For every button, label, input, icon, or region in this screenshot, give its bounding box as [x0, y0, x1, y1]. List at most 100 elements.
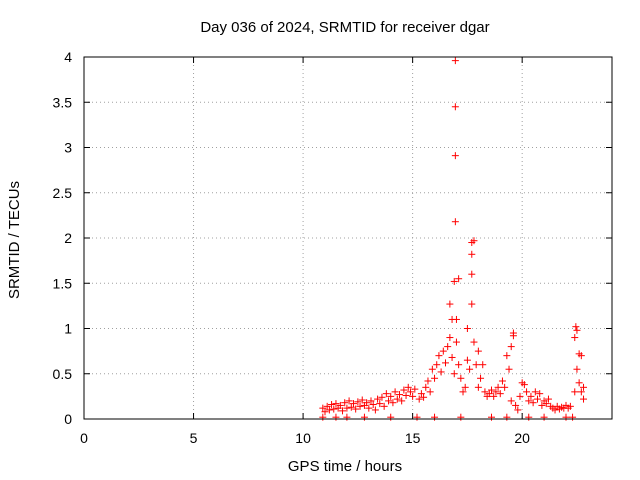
- data-point: [354, 398, 362, 406]
- data-point: [347, 403, 355, 411]
- data-point: [382, 390, 390, 398]
- data-point: [573, 326, 581, 334]
- data-point: [360, 413, 368, 421]
- data-point: [562, 413, 570, 421]
- x-tick-label: 20: [514, 430, 530, 446]
- data-point: [485, 390, 493, 398]
- data-point: [525, 397, 533, 405]
- data-point: [352, 405, 360, 413]
- data-point: [452, 315, 460, 323]
- data-point: [494, 383, 502, 391]
- data-point: [332, 400, 340, 408]
- data-point: [457, 413, 465, 421]
- data-point: [385, 397, 393, 405]
- data-point: [376, 400, 384, 408]
- data-point: [544, 395, 552, 403]
- data-point: [367, 397, 375, 405]
- data-point: [531, 388, 539, 396]
- grid-lines: [84, 57, 612, 419]
- data-point: [339, 407, 347, 415]
- y-tick-label: 3.5: [53, 94, 73, 110]
- data-point: [404, 383, 412, 391]
- data-point: [321, 408, 329, 416]
- data-point: [398, 397, 406, 405]
- chart-title: Day 036 of 2024, SRMTID for receiver dga…: [200, 19, 489, 36]
- data-point: [343, 413, 351, 421]
- data-point: [374, 395, 382, 403]
- y-tick-label: 3: [64, 140, 72, 156]
- data-point: [391, 388, 399, 396]
- x-tick-label: 10: [295, 430, 311, 446]
- data-point: [551, 406, 559, 414]
- y-tick-label: 0.5: [53, 366, 73, 382]
- data-point: [512, 401, 520, 409]
- data-point: [525, 413, 533, 421]
- data-point: [468, 270, 476, 278]
- data-point: [534, 395, 542, 403]
- data-point: [437, 368, 445, 376]
- x-tick-label: 15: [405, 430, 421, 446]
- data-point: [393, 395, 401, 403]
- data-point: [328, 401, 336, 409]
- data-point: [538, 401, 546, 409]
- data-point: [503, 352, 511, 360]
- data-point: [527, 392, 535, 400]
- y-tick-label: 4: [64, 49, 72, 65]
- data-point: [450, 370, 458, 378]
- data-point: [422, 383, 430, 391]
- data-point: [365, 404, 373, 412]
- data-point: [358, 396, 366, 404]
- data-point: [468, 300, 476, 308]
- data-point: [409, 392, 417, 400]
- data-point: [472, 361, 480, 369]
- data-point: [566, 402, 574, 410]
- data-point: [573, 365, 581, 373]
- data-point: [400, 386, 408, 394]
- data-point: [389, 399, 397, 407]
- data-point: [428, 365, 436, 373]
- x-axis-label: GPS time / hours: [288, 458, 402, 475]
- data-point: [319, 404, 327, 412]
- data-point: [457, 374, 465, 382]
- data-point: [371, 406, 379, 414]
- data-point: [580, 383, 588, 391]
- data-point: [461, 383, 469, 391]
- data-point: [406, 388, 414, 396]
- data-point: [433, 361, 441, 369]
- data-point: [572, 323, 580, 331]
- data-point: [424, 377, 432, 385]
- data-point: [341, 399, 349, 407]
- data-point: [380, 402, 388, 410]
- data-point: [580, 395, 588, 403]
- data-point: [323, 402, 331, 410]
- data-point: [431, 413, 439, 421]
- data-point: [507, 343, 515, 351]
- data-point: [378, 393, 386, 401]
- data-point: [571, 388, 579, 396]
- data-point: [395, 391, 403, 399]
- data-point: [490, 392, 498, 400]
- data-point: [325, 406, 333, 414]
- data-point: [332, 413, 340, 421]
- y-tick-label: 2: [64, 230, 72, 246]
- data-point: [481, 388, 489, 396]
- x-tick-label: 5: [190, 430, 198, 446]
- y-tick-label: 1.5: [53, 275, 73, 291]
- data-point: [501, 383, 509, 391]
- data-point: [411, 385, 419, 393]
- y-tick-label: 1: [64, 321, 72, 337]
- y-tick-label: 0: [64, 411, 72, 427]
- data-point: [446, 300, 454, 308]
- data-point: [477, 374, 485, 382]
- data-point: [496, 390, 504, 398]
- y-tick-label: 2.5: [53, 185, 73, 201]
- data-point: [529, 399, 537, 407]
- data-point: [571, 334, 579, 342]
- data-point: [507, 397, 515, 405]
- data-point: [470, 237, 478, 245]
- data-point: [479, 361, 487, 369]
- data-point: [444, 343, 452, 351]
- data-point: [451, 103, 459, 111]
- data-point: [466, 365, 474, 373]
- data-point: [426, 388, 434, 396]
